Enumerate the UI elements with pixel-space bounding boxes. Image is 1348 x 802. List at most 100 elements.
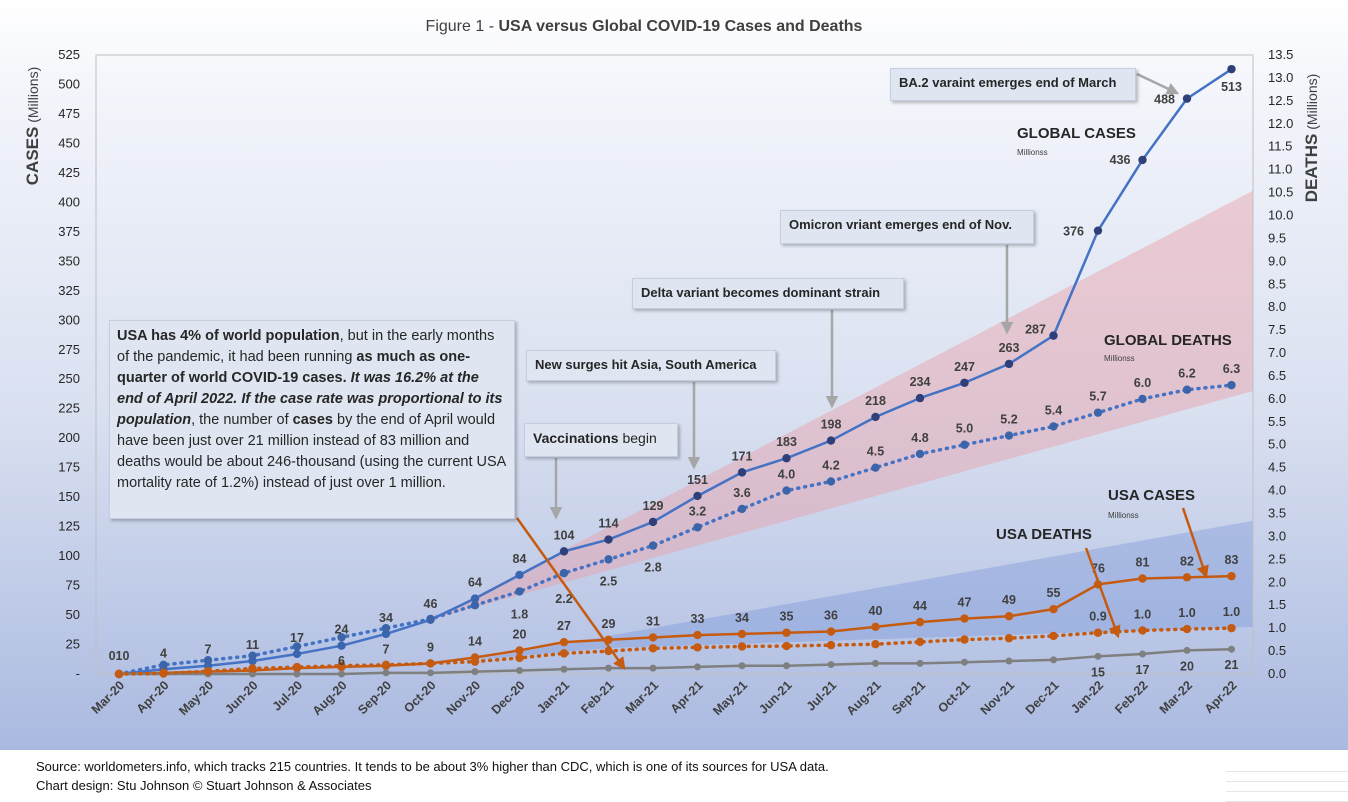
data-label: 31: [646, 614, 660, 628]
data-point-usa-deaths-right-axis: [960, 635, 969, 644]
series-line-global-cases: [117, 67, 1233, 676]
data-point-usa-cases: [871, 622, 880, 632]
data-point-global-cases: [960, 378, 969, 387]
y-left-tick-label: 25: [66, 637, 80, 652]
data-point-global-cases: [337, 641, 346, 650]
data-point-usa-deaths-right-axis: [1138, 626, 1147, 635]
data-point-global-cases: [1182, 94, 1192, 103]
series-title-global-deaths: GLOBAL DEATHS: [1104, 332, 1232, 349]
y-left-tick-label: 125: [58, 519, 80, 534]
x-tick-label: Oct-21: [935, 678, 972, 715]
data-label: 17: [1136, 663, 1150, 677]
data-point-usa-cases: [559, 637, 569, 647]
y-right-tick-label: 7.5: [1268, 322, 1286, 337]
y-right-tick-label: 4.0: [1268, 483, 1286, 498]
data-point-global-cases: [1227, 64, 1236, 74]
data-label: 6.0: [1134, 376, 1151, 390]
x-tick-label: Dec-20: [489, 678, 528, 717]
data-label: 114: [598, 517, 618, 531]
y-right-tick-label: 7.0: [1268, 345, 1286, 360]
series-sub-global-deaths: Millionss: [1104, 354, 1135, 363]
data-point-usa-deaths: [1228, 645, 1235, 653]
annotation-ba2: BA.2 varaint emerges end of March: [890, 68, 1136, 101]
y-left-tick-label: 400: [58, 194, 80, 209]
x-tick-label: Jan-22: [1068, 678, 1106, 716]
data-label: 151: [687, 473, 708, 487]
data-point-global-deaths: [1138, 394, 1147, 404]
data-label: 21: [1225, 658, 1239, 672]
arrow-note: [515, 517, 626, 671]
y-left-tick-label: 100: [58, 548, 80, 563]
data-label: 83: [1225, 553, 1239, 567]
data-label: 5.0: [956, 422, 973, 436]
series-title-usa-cases: USA CASES: [1108, 487, 1195, 504]
data-point-usa-cases: [782, 628, 791, 637]
data-point-global-cases: [648, 517, 658, 527]
data-label: 247: [954, 360, 975, 374]
y-right-title: DEATHS (Millions): [1302, 74, 1321, 203]
y-left-tick-label: 225: [58, 401, 80, 416]
y-left-tick-label: 200: [58, 430, 80, 445]
data-label: 49: [1002, 593, 1016, 607]
data-label: 47: [958, 596, 972, 610]
data-point-global-deaths: [203, 656, 213, 665]
data-point-usa-deaths-right-axis: [381, 660, 391, 670]
data-point-global-deaths: [292, 642, 302, 651]
data-point-global-cases: [515, 570, 524, 580]
data-label: 24: [335, 623, 349, 637]
data-point-global-deaths: [515, 587, 524, 596]
x-tick-label: Feb-21: [578, 678, 616, 716]
data-point-usa-deaths-right-axis: [871, 639, 880, 649]
chart: Figure 1 - USA versus Global COVID-19 Ca…: [23, 18, 1321, 718]
global-trend-band: [430, 190, 1253, 620]
data-label: 64: [468, 576, 482, 590]
data-point-global-cases: [604, 535, 613, 544]
data-point-usa-deaths-right-axis: [782, 641, 791, 651]
data-point-usa-deaths-right-axis: [203, 667, 213, 676]
chart-title: Figure 1 - USA versus Global COVID-19 Ca…: [426, 18, 863, 35]
data-label: 44: [913, 599, 927, 613]
data-point-usa-deaths-right-axis: [915, 637, 925, 647]
data-point-usa-cases: [960, 614, 969, 623]
y-left-tick-label: 75: [66, 578, 80, 593]
data-point-usa-deaths: [605, 664, 612, 672]
data-point-usa-deaths-right-axis: [1182, 624, 1192, 634]
y-right-tick-label: 9.5: [1268, 230, 1286, 245]
data-label: 17: [290, 631, 304, 645]
data-point-global-cases: [915, 393, 925, 403]
data-point-usa-deaths: [293, 670, 301, 678]
data-point-usa-deaths: [516, 666, 523, 674]
y-left-tick-label: 500: [58, 76, 80, 91]
footer-design: Chart design: Stu Johnson © Stuart Johns…: [36, 778, 372, 793]
footer-source: Source: worldometers.info, which tracks …: [36, 759, 829, 774]
data-point-usa-deaths: [382, 669, 390, 677]
y-left-title: CASES (Millions): [23, 67, 42, 185]
series-line-global-deaths: [117, 383, 1234, 676]
y-right-tick-label: 10.0: [1268, 207, 1293, 222]
data-label: 9: [427, 640, 434, 654]
data-label: 198: [821, 418, 842, 432]
annotation-vaccinations: Vaccinations begin: [524, 423, 678, 457]
data-point-usa-deaths-right-axis: [159, 669, 168, 678]
data-point-usa-cases: [1138, 574, 1147, 583]
data-point-usa-deaths-right-axis: [470, 657, 480, 666]
y-right-tick-label: 11.0: [1268, 162, 1292, 177]
data-label: 7: [205, 643, 212, 657]
x-tick-label: Jun-21: [756, 678, 794, 716]
y-left-tick-label: 50: [66, 607, 80, 622]
y-right-tick-label: 12.0: [1268, 116, 1293, 131]
data-point-usa-cases: [826, 627, 836, 636]
x-tick-label: Sep-20: [355, 678, 394, 717]
arrow-usa-cases: [1181, 507, 1209, 579]
data-point-usa-deaths: [783, 662, 790, 670]
x-tick-label: Jan-21: [534, 678, 572, 716]
y-left-tick-label: 525: [58, 47, 80, 62]
y-right-tick-label: 3.5: [1268, 506, 1286, 521]
data-point-usa-cases: [915, 617, 925, 627]
data-label: 33: [691, 612, 705, 626]
data-point-usa-deaths-right-axis: [1227, 623, 1236, 633]
y-right-tick-label: 11.5: [1268, 139, 1292, 154]
data-point-usa-deaths-right-axis: [559, 649, 569, 658]
data-label: 20: [1180, 659, 1194, 673]
data-label: 4.5: [867, 445, 884, 459]
